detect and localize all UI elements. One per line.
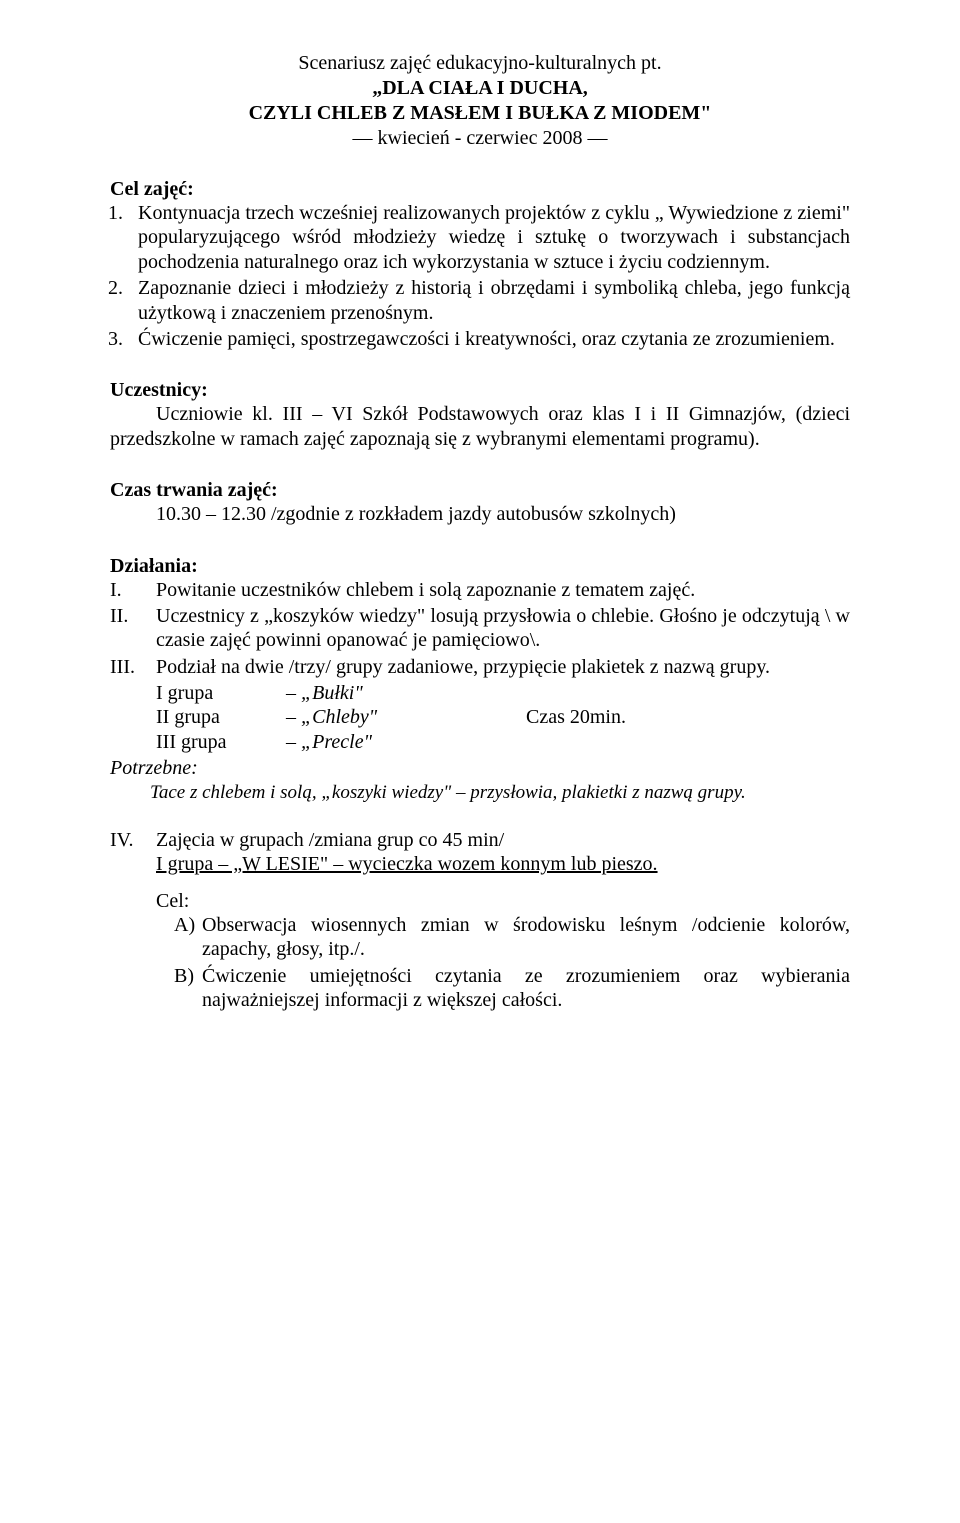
title-line-2: „DLA CIAŁA I DUCHA, xyxy=(110,77,850,100)
title-line-1: Scenariusz zajęć edukacyjno-kulturalnych… xyxy=(110,52,850,75)
iv-sub-text: I grupa – „W LESIE" – wycieczka wozem ko… xyxy=(156,853,658,875)
roman-label: II. xyxy=(110,604,156,653)
czas-heading: Czas trwania zajęć: xyxy=(110,479,850,502)
cel-list: Kontynuacja trzech wcześniej realizowany… xyxy=(128,201,850,351)
group-block: I grupa – „Bułki" II grupa – „Chleby" Cz… xyxy=(156,681,850,754)
cel2-list: A) Obserwacja wiosennych zmian w środowi… xyxy=(156,913,850,1013)
roman-label: III. xyxy=(110,655,156,679)
group-time: Czas 20min. xyxy=(526,705,626,729)
group-row-3: III grupa – „Precle" xyxy=(156,730,850,754)
cel-item-2: Zapoznanie dzieci i młodzieży z historią… xyxy=(128,276,850,325)
roman-label: I. xyxy=(110,578,156,602)
dzialania-item-1: I. Powitanie uczestników chlebem i solą … xyxy=(110,578,850,602)
sub-text: Obserwacja wiosennych zmian w środowisku… xyxy=(202,913,850,962)
roman-text: Powitanie uczestników chlebem i solą zap… xyxy=(156,578,850,602)
group-label: II grupa xyxy=(156,705,286,729)
sub-text: Ćwiczenie umiejętności czytania ze zrozu… xyxy=(202,964,850,1013)
cel-heading: Cel zajęć: xyxy=(110,178,850,201)
cel2-item-a: A) Obserwacja wiosennych zmian w środowi… xyxy=(174,913,850,962)
roman-text: Podział na dwie /trzy/ grupy zadaniowe, … xyxy=(156,655,850,679)
roman-text: Zajęcia w grupach /zmiana grup co 45 min… xyxy=(156,828,850,877)
roman-label: IV. xyxy=(110,828,156,877)
cel2-heading: Cel: xyxy=(156,889,850,913)
title-line-3: CZYLI CHLEB Z MASŁEM I BUŁKA Z MIODEM" xyxy=(110,102,850,125)
dzialania-list: I. Powitanie uczestników chlebem i solą … xyxy=(110,578,850,680)
dzialania-heading: Działania: xyxy=(110,555,850,578)
potrzebne-text: Tace z chlebem i solą, „koszyki wiedzy" … xyxy=(150,781,850,804)
uczestnicy-text: Uczniowie kl. III – VI Szkół Podstawowyc… xyxy=(110,402,850,451)
roman-text: Uczestnicy z „koszyków wiedzy" losują pr… xyxy=(156,604,850,653)
dzialania-item-2: II. Uczestnicy z „koszyków wiedzy" losuj… xyxy=(110,604,850,653)
dzialania-item-4: IV. Zajęcia w grupach /zmiana grup co 45… xyxy=(110,828,850,877)
group-name: – „Precle" xyxy=(286,730,526,754)
group-name: – „Bułki" xyxy=(286,681,526,705)
cel2-item-b: B) Ćwiczenie umiejętności czytania ze zr… xyxy=(174,964,850,1013)
uczestnicy-heading: Uczestnicy: xyxy=(110,379,850,402)
group-label: I grupa xyxy=(156,681,286,705)
cel-item-3: Ćwiczenie pamięci, spostrzegawczości i k… xyxy=(128,327,850,351)
group-label: III grupa xyxy=(156,730,286,754)
czas-text: 10.30 – 12.30 /zgodnie z rozkładem jazdy… xyxy=(110,502,850,526)
cel-item-1: Kontynuacja trzech wcześniej realizowany… xyxy=(128,201,850,274)
iv-main-text: Zajęcia w grupach /zmiana grup co 45 min… xyxy=(156,829,504,851)
title-line-4: — kwiecień - czerwiec 2008 — xyxy=(110,127,850,150)
sub-label: A) xyxy=(174,913,202,962)
sub-label: B) xyxy=(174,964,202,1013)
group-row-2: II grupa – „Chleby" Czas 20min. xyxy=(156,705,850,729)
group-name: – „Chleby" xyxy=(286,705,526,729)
document-page: Scenariusz zajęć edukacyjno-kulturalnych… xyxy=(0,0,960,1523)
dzialania-item-3: III. Podział na dwie /trzy/ grupy zadani… xyxy=(110,655,850,679)
group-row-1: I grupa – „Bułki" xyxy=(156,681,850,705)
potrzebne-label: Potrzebne: xyxy=(110,756,850,780)
dzialania-list-iv: IV. Zajęcia w grupach /zmiana grup co 45… xyxy=(110,828,850,877)
